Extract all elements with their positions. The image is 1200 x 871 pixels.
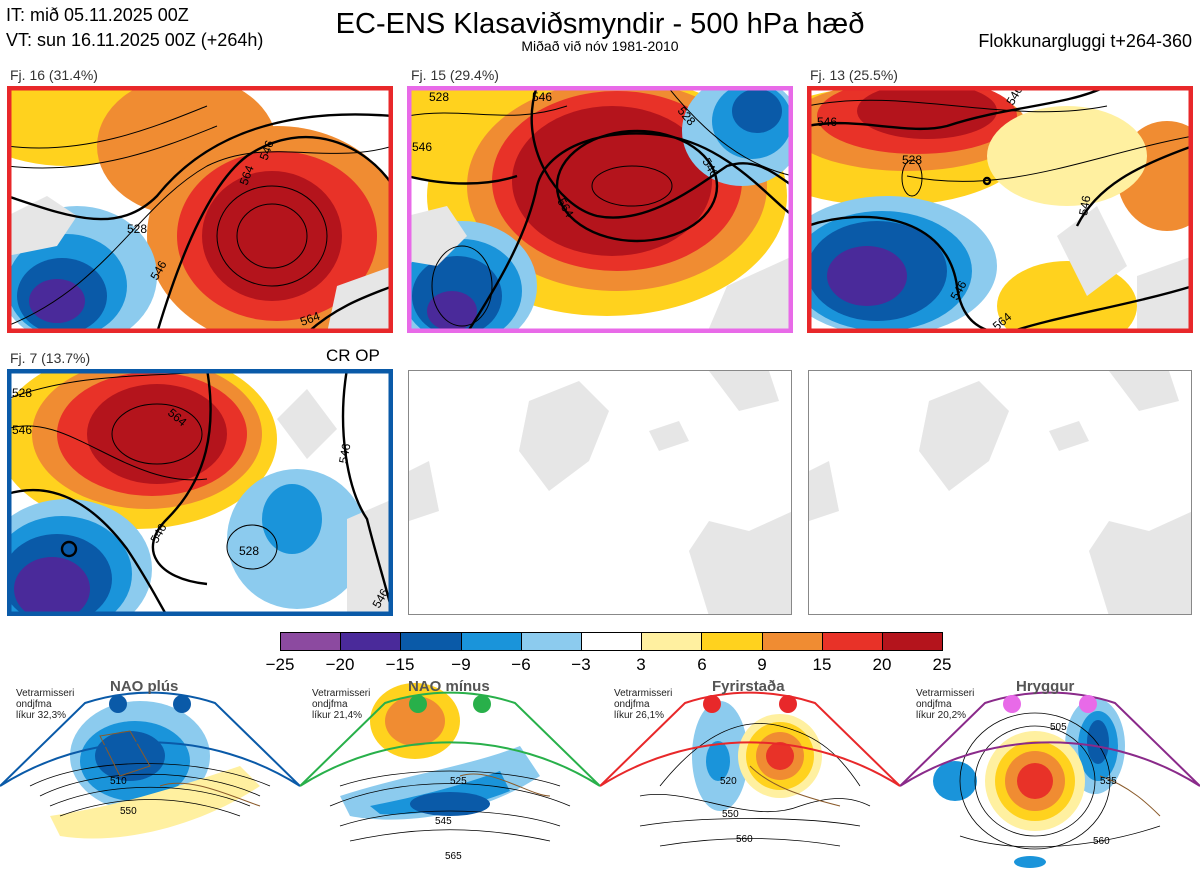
cluster-label-2: Fj. 15 (29.4%) <box>411 67 499 83</box>
colorbar-tick: 9 <box>757 655 767 674</box>
contour-label: 535 <box>1100 776 1117 787</box>
colorbar-swatch <box>581 633 643 650</box>
colorbar-swatch <box>702 633 763 650</box>
cluster-map-4: 528 546 564 546 528 546 546 <box>7 369 393 616</box>
colorbar-swatch <box>642 633 703 650</box>
colorbar-swatch <box>822 633 883 650</box>
colorbar-tick: −20 <box>325 655 355 674</box>
regime-info: Vetrarmisseri ondjfma líkur 26,1% <box>614 688 673 721</box>
contour-label: 528 <box>902 153 922 167</box>
valid-time: VT: sun 16.11.2025 00Z (+264h) <box>6 30 264 50</box>
regime-title: NAO mínus <box>408 678 490 695</box>
regime-nao-minus: 525 545 565 NAO mínus Vetrarmisseri ondjf… <box>300 676 600 871</box>
contour-label: 546 <box>817 115 837 129</box>
contour-label: 564 <box>237 163 257 187</box>
contour-label: 525 <box>450 776 467 787</box>
colorbar-swatch <box>341 633 402 650</box>
colorbar-swatch <box>281 633 342 650</box>
contour-label: 528 <box>127 222 147 236</box>
contour-label: 546 <box>412 140 432 154</box>
contour-label: 565 <box>445 851 462 862</box>
contour-label: 560 <box>1093 836 1110 847</box>
regime-title: NAO plús <box>110 678 179 695</box>
cluster-label-4: Fj. 7 (13.7%) <box>10 350 91 366</box>
regime-title: Fyrirstaða <box>712 678 785 695</box>
contour-label: 505 <box>1050 722 1067 733</box>
regime-nao-plus: 510 550 NAO plús Vetrarmisseri ondjfma lík… <box>0 676 300 871</box>
colorbar-tick: −15 <box>385 655 415 674</box>
cluster-label-1: Fj. 16 (31.4%) <box>10 67 98 83</box>
contour-label: 520 <box>720 776 737 787</box>
regime-ridge: 505 535 560 Hryggur Vetrarmisseri ondjfma… <box>900 676 1200 871</box>
cluster-label-3: Fj. 13 (25.5%) <box>810 67 898 83</box>
page-title: EC-ENS Klasaviðsmyndir - 500 hPa hæð <box>335 8 865 40</box>
colorbar-tick: 20 <box>872 655 892 674</box>
contour-label: 560 <box>736 834 753 845</box>
contour-label: 564 <box>298 309 322 329</box>
contour-label: 546 <box>12 423 32 437</box>
colorbar-swatch <box>521 633 582 650</box>
cluster-map-3: 546 528 546 564 546 546 <box>807 86 1193 333</box>
colorbar-swatch <box>461 633 522 650</box>
colorbar-tick: −9 <box>451 655 471 674</box>
page-subtitle: Miðað við nóv 1981-2010 <box>521 38 679 54</box>
regime-info: Vetrarmisseri ondjfma líkur 32,3% <box>16 688 75 721</box>
classification-window: Flokkunargluggi t+264-360 <box>978 31 1192 51</box>
contour-label: 528 <box>429 90 449 104</box>
contour-label: 546 <box>336 442 353 464</box>
contour-label: 545 <box>435 816 452 827</box>
colorbar-tick: 15 <box>812 655 832 674</box>
contour-label: 550 <box>722 809 739 820</box>
colorbar-tick: −3 <box>571 655 591 674</box>
regime-blocking: 520 550 560 Fyrirstaða Vetrarmisseri ondj… <box>600 676 900 871</box>
colorbar-tick: −25 <box>265 655 295 674</box>
cluster-map-2: 528 546 564 546 528 546 <box>407 86 793 333</box>
colorbar-tick: 3 <box>636 655 646 674</box>
contour-label: 546 <box>1076 194 1093 216</box>
cluster-map-1: 528 546 564 546 564 <box>7 86 393 333</box>
issue-time: IT: mið 05.11.2025 00Z <box>6 5 189 25</box>
colorbar <box>280 632 943 651</box>
colorbar-swatch <box>762 633 823 650</box>
empty-map-6 <box>808 370 1192 615</box>
colorbar-tick: 25 <box>932 655 952 674</box>
contour-label: 510 <box>110 776 127 787</box>
contour-label: 528 <box>239 544 259 558</box>
contour-label: 550 <box>120 806 137 817</box>
colorbar-swatch <box>882 633 943 650</box>
regime-info: Vetrarmisseri ondjfma líkur 21,4% <box>312 688 371 721</box>
contour-label: 546 <box>532 90 552 104</box>
contour-label: 546 <box>257 138 277 162</box>
regime-title: Hryggur <box>1016 678 1075 695</box>
colorbar-swatch <box>401 633 462 650</box>
cluster-tag-crop: CR OP <box>326 346 380 365</box>
contour-label: 528 <box>12 386 32 400</box>
empty-map-5 <box>408 370 792 615</box>
regime-info: Vetrarmisseri ondjfma líkur 20,2% <box>916 688 975 721</box>
colorbar-tick: 6 <box>697 655 707 674</box>
colorbar-tick: −6 <box>511 655 531 674</box>
